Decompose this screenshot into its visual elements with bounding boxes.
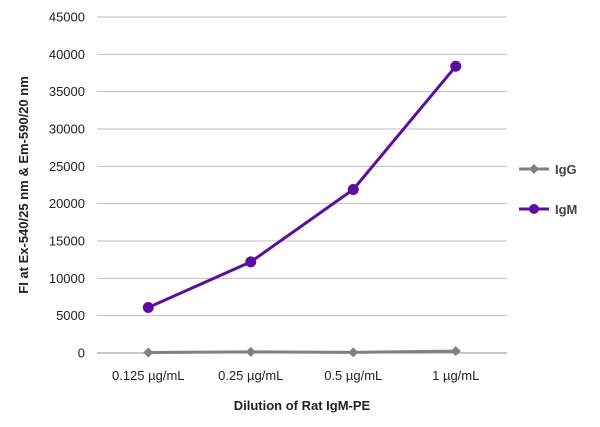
y-tick-label: 35000 — [49, 84, 85, 99]
y-tick-label: 15000 — [49, 234, 85, 249]
data-point — [347, 183, 359, 195]
y-tick-label: 0 — [78, 346, 85, 361]
x-tick-label: 0.5 µg/mL — [324, 368, 382, 383]
legend-marker — [529, 204, 539, 214]
y-tick-label: 5000 — [56, 308, 85, 323]
data-point — [142, 301, 154, 313]
series-line — [147, 65, 457, 309]
y-axis-title: FI at Ex-540/25 nm & Em-590/20 nm — [16, 76, 31, 293]
series — [142, 60, 462, 358]
legend-entry-igm: IgM — [519, 202, 577, 217]
data-point — [143, 347, 154, 358]
legend-label: IgM — [555, 202, 577, 217]
y-tick-label: 30000 — [49, 122, 85, 137]
y-tick-label: 45000 — [49, 10, 85, 25]
x-tick-label: 0.25 µg/mL — [218, 368, 283, 383]
gridlines — [97, 16, 507, 317]
legend-marker — [529, 164, 539, 174]
data-point — [245, 346, 256, 357]
x-tick-label: 0.125 µg/mL — [112, 368, 185, 383]
data-point — [450, 346, 461, 357]
legend-label: IgG — [555, 162, 577, 177]
x-tick-label: 1 µg/mL — [432, 368, 479, 383]
legend-entry-igg: IgG — [519, 162, 577, 177]
data-point — [450, 60, 462, 72]
x-tick-labels: 0.125 µg/mL 0.25 µg/mL 0.5 µg/mL 1 µg/mL — [112, 368, 479, 383]
series-igg — [143, 346, 461, 358]
y-tick-label: 20000 — [49, 196, 85, 211]
legend: IgG IgM — [519, 162, 577, 217]
series-igm — [142, 60, 462, 313]
y-tick-labels: 0 5000 10000 15000 20000 25000 30000 35000 40000… — [49, 10, 85, 361]
data-point — [245, 256, 257, 268]
data-point — [348, 347, 359, 358]
x-axis-title: Dilution of Rat IgM-PE — [234, 398, 371, 413]
series-line — [148, 349, 456, 355]
y-tick-label: 25000 — [49, 159, 85, 174]
y-tick-label: 10000 — [49, 271, 85, 286]
y-tick-label: 40000 — [49, 47, 85, 62]
